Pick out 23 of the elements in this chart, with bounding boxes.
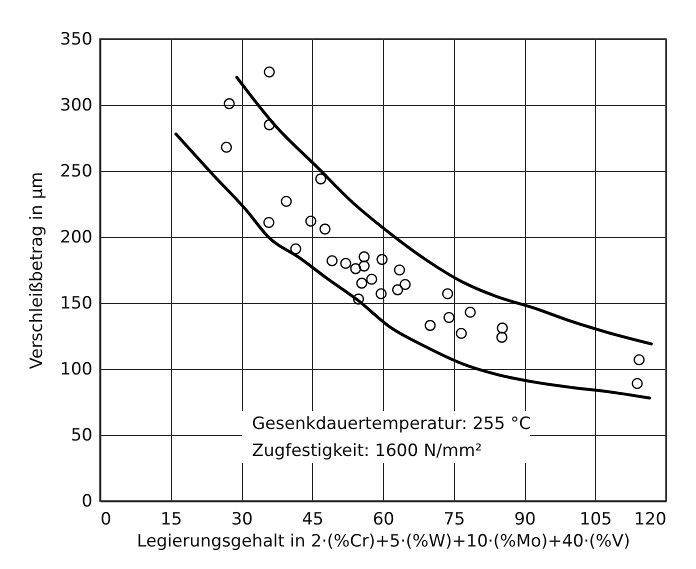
y-tick-label: 300 <box>60 96 92 116</box>
annotation: Zugfestigkeit: 1600 N/mm² <box>252 441 482 461</box>
line-series <box>235 76 653 346</box>
y-tick-label: 50 <box>70 426 92 446</box>
annotation: Gesenkdauertemperatur: 255 °C <box>252 414 531 434</box>
x-tick-label: 30 <box>231 510 253 530</box>
x-tick-label: 15 <box>160 510 182 530</box>
x-tick-label: 60 <box>372 510 394 530</box>
line-series <box>174 132 651 400</box>
x-tick-label: 90 <box>514 510 536 530</box>
x-tick-label: 0 <box>100 510 112 530</box>
y-tick-label: 250 <box>60 162 92 182</box>
y-tick-label: 150 <box>60 294 92 314</box>
y-tick-label: 100 <box>60 360 92 380</box>
x-axis-title: Legierungsgehalt in 2·(%Cr)+5·(%W)+10·(%Mo)+40·(%V) <box>136 532 630 552</box>
x-tick-label: 45 <box>302 510 324 530</box>
y-tick-label: 0 <box>82 492 92 512</box>
y-tick-label: 350 <box>60 30 92 50</box>
y-axis-title: Verschleißbetrag in µm <box>27 172 48 370</box>
x-tick-label: 105 <box>580 510 612 530</box>
x-tick-label: 75 <box>443 510 466 530</box>
y-tick-label: 200 <box>60 228 92 248</box>
x-tick-label: 120 <box>634 510 666 530</box>
